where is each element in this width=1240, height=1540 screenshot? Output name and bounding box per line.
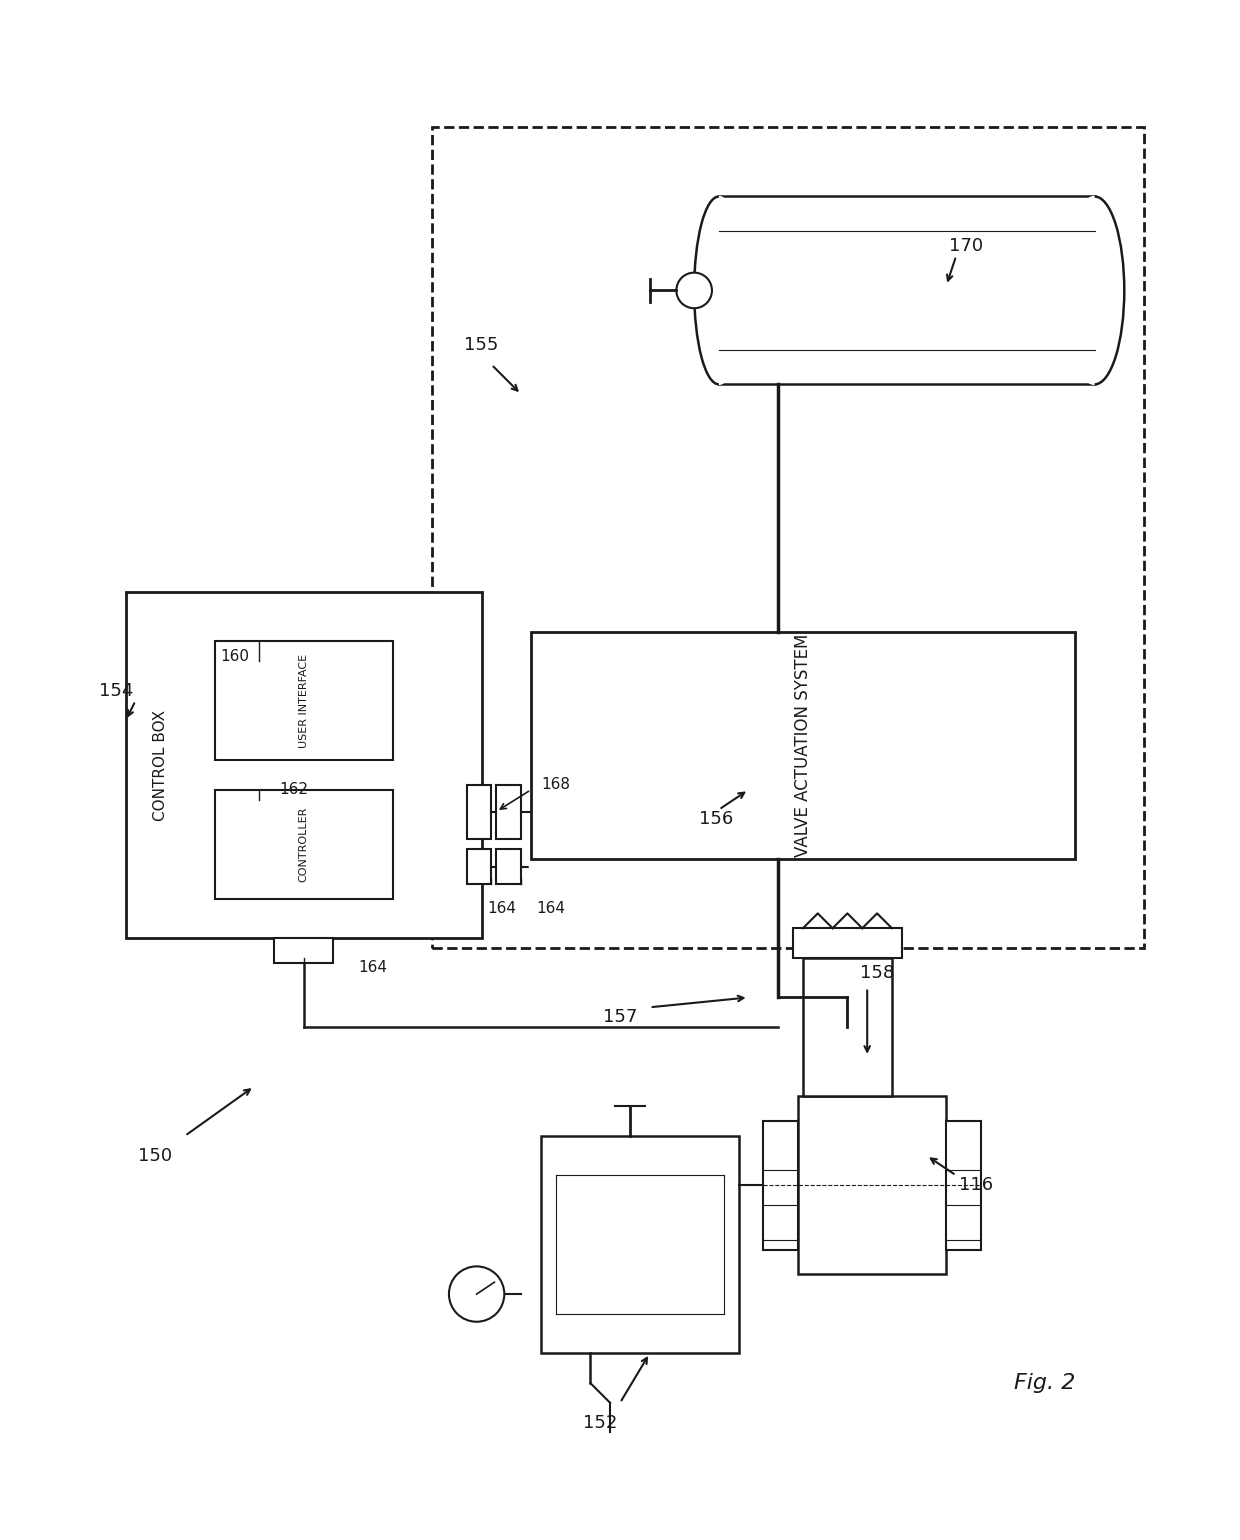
Bar bbox=[764, 1121, 799, 1249]
Bar bbox=[946, 1121, 981, 1249]
Text: 170: 170 bbox=[949, 237, 983, 256]
Bar bbox=[466, 849, 491, 884]
Bar bbox=[541, 1137, 739, 1354]
Text: 164: 164 bbox=[487, 901, 516, 916]
Text: CONTROLLER: CONTROLLER bbox=[299, 807, 309, 882]
Text: 154: 154 bbox=[98, 682, 133, 699]
Bar bbox=[719, 197, 1095, 385]
Text: USER INTERFACE: USER INTERFACE bbox=[299, 653, 309, 748]
Ellipse shape bbox=[1065, 197, 1125, 385]
Bar bbox=[794, 929, 901, 958]
Bar bbox=[466, 785, 491, 839]
Circle shape bbox=[449, 1266, 505, 1321]
Text: 160: 160 bbox=[219, 648, 249, 664]
Bar bbox=[531, 631, 1075, 859]
Bar bbox=[215, 642, 393, 761]
Text: 152: 152 bbox=[583, 1414, 618, 1432]
Bar bbox=[274, 938, 334, 962]
Bar bbox=[804, 958, 892, 1096]
Bar bbox=[432, 128, 1145, 949]
Text: Fig. 2: Fig. 2 bbox=[1014, 1374, 1076, 1394]
Text: 157: 157 bbox=[603, 1009, 637, 1026]
Text: 168: 168 bbox=[541, 778, 570, 793]
Text: 162: 162 bbox=[279, 782, 309, 798]
Bar bbox=[799, 1096, 946, 1274]
Text: 164: 164 bbox=[358, 961, 387, 975]
Text: 116: 116 bbox=[959, 1177, 993, 1195]
Bar bbox=[496, 785, 521, 839]
Text: 155: 155 bbox=[465, 336, 498, 354]
Text: 150: 150 bbox=[138, 1147, 172, 1164]
Text: CONTROL BOX: CONTROL BOX bbox=[153, 710, 167, 821]
Text: VALVE ACTUATION SYSTEM: VALVE ACTUATION SYSTEM bbox=[794, 633, 812, 856]
Bar bbox=[496, 849, 521, 884]
Text: 158: 158 bbox=[861, 964, 894, 981]
Bar bbox=[215, 790, 393, 898]
Bar bbox=[125, 591, 481, 938]
Text: 156: 156 bbox=[699, 810, 733, 829]
Circle shape bbox=[676, 273, 712, 308]
Ellipse shape bbox=[694, 197, 744, 385]
Text: 164: 164 bbox=[536, 901, 565, 916]
